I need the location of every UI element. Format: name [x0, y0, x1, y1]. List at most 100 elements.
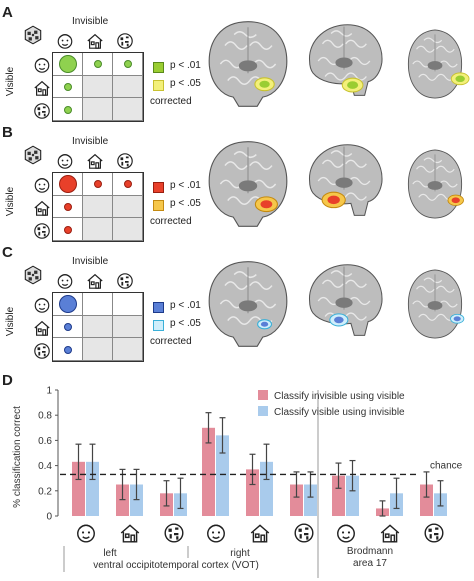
- invisible-axis-label: Invisible: [72, 256, 109, 267]
- significance-dot: [124, 180, 132, 189]
- row-face-icon: [33, 296, 51, 319]
- x-icon-face: [207, 524, 225, 543]
- panel-letter: A: [2, 4, 13, 21]
- bar-invisible-from-visible: [116, 484, 129, 516]
- matrix-cell: [53, 173, 83, 196]
- matrix-cell: [53, 75, 83, 99]
- column-face-icon: [56, 32, 74, 55]
- column-scrambled-icon: [116, 272, 134, 295]
- x-icon-scrambled: [294, 523, 314, 543]
- significance-dot: [94, 60, 102, 69]
- legend-swatch: [258, 390, 268, 400]
- matrix-cell: [53, 293, 83, 316]
- matrix-cell: [53, 218, 83, 241]
- legend-note: corrected: [150, 336, 192, 347]
- bar-visible-from-invisible: [86, 461, 99, 516]
- significance-dot: [64, 225, 72, 234]
- column-house-icon: [86, 152, 104, 175]
- column-house-icon: [86, 32, 104, 55]
- legend-swatch: [153, 302, 164, 313]
- matrix-cell: [113, 195, 143, 219]
- coronal-brain-slice: [202, 252, 294, 361]
- bar-invisible-from-visible: [246, 469, 259, 516]
- bar-visible-from-invisible: [130, 484, 143, 516]
- matrix-cell: [83, 315, 113, 339]
- bar-invisible-from-visible: [202, 427, 215, 516]
- coronal-brain-slice: [202, 132, 294, 241]
- scrambled-cube-icon: [22, 24, 44, 51]
- row-scrambled-icon: [33, 102, 51, 125]
- legend-swatch: [153, 80, 164, 91]
- group-label: right: [230, 548, 250, 559]
- column-scrambled-icon: [116, 152, 134, 175]
- y-tick-label: 0.8: [38, 411, 52, 422]
- x-icon-scrambled: [424, 523, 444, 543]
- matrix-cell: [83, 53, 113, 76]
- group-label: Brodmann: [347, 546, 393, 557]
- classification-matrix: [52, 172, 144, 242]
- matrix-cell: [53, 315, 83, 339]
- significance-dot: [64, 322, 72, 331]
- significance-dot: [59, 295, 77, 314]
- legend-swatch: [153, 200, 164, 211]
- classification-bar-chart: 0 0.2 0.4 0.6 0.8 1 % classification correct ch…: [12, 386, 463, 578]
- x-icon-house: [250, 524, 270, 543]
- matrix-cell: [83, 195, 113, 219]
- axial-brain-slice: [398, 132, 472, 241]
- y-tick-label: 0.4: [38, 461, 52, 472]
- visible-axis-label: Visible: [5, 306, 17, 337]
- x-icon-house: [380, 524, 400, 543]
- invisible-axis-label: Invisible: [72, 16, 109, 27]
- matrix-cell: [83, 75, 113, 99]
- bar-invisible-from-visible: [332, 475, 345, 516]
- x-icon-face: [77, 524, 95, 543]
- row-house-icon: [33, 79, 51, 102]
- axial-brain-slice: [398, 252, 472, 361]
- y-tick-label: 1: [46, 386, 52, 397]
- significance-dot: [64, 345, 72, 354]
- visible-axis-label: Visible: [5, 186, 17, 217]
- legend-note: corrected: [150, 96, 192, 107]
- classification-matrix: [52, 292, 144, 362]
- sagittal-brain-slice: [296, 258, 392, 349]
- legend-label: p < .01: [170, 60, 201, 71]
- matrix-cell: [113, 75, 143, 99]
- matrix-cell: [113, 173, 143, 196]
- matrix-cell: [113, 98, 143, 121]
- matrix-cell: [53, 53, 83, 76]
- legend-note: corrected: [150, 216, 192, 227]
- x-icon-face: [337, 524, 355, 543]
- y-tick-label: 0.6: [38, 436, 52, 447]
- classification-matrix: [52, 52, 144, 122]
- matrix-cell: [83, 218, 113, 241]
- matrix-cell: [53, 195, 83, 219]
- legend-label: p < .01: [170, 300, 201, 311]
- legend-label: p < .01: [170, 180, 201, 191]
- legend-label: Classify invisible using visible: [274, 391, 405, 402]
- panel-b: B Invisible Visible p < .01 p < .05 corrected: [0, 120, 474, 242]
- row-house-icon: [33, 199, 51, 222]
- sagittal-brain-slice: [296, 18, 392, 109]
- bar-visible-from-invisible: [216, 435, 229, 516]
- significance-dot: [59, 55, 77, 74]
- scrambled-cube-icon: [22, 144, 44, 171]
- legend-swatch: [258, 406, 268, 416]
- group-label-line2: area 17: [353, 558, 387, 569]
- bar-invisible-from-visible: [290, 484, 303, 516]
- y-tick-label: 0.2: [38, 486, 52, 497]
- y-axis-label: % classification correct: [12, 406, 23, 508]
- panel-c: C Invisible Visible p < .01 p < .05 corrected: [0, 240, 474, 362]
- visible-axis-label: Visible: [5, 66, 17, 97]
- chance-label: chance: [430, 460, 463, 471]
- matrix-cell: [113, 315, 143, 339]
- significance-dot: [124, 60, 132, 69]
- panel-letter: C: [2, 244, 13, 261]
- bar-invisible-from-visible: [72, 461, 85, 516]
- matrix-cell: [113, 218, 143, 241]
- invisible-axis-label: Invisible: [72, 136, 109, 147]
- column-face-icon: [56, 152, 74, 175]
- panel-letter: B: [2, 124, 13, 141]
- matrix-cell: [113, 53, 143, 76]
- row-face-icon: [33, 176, 51, 199]
- matrix-cell: [83, 293, 113, 316]
